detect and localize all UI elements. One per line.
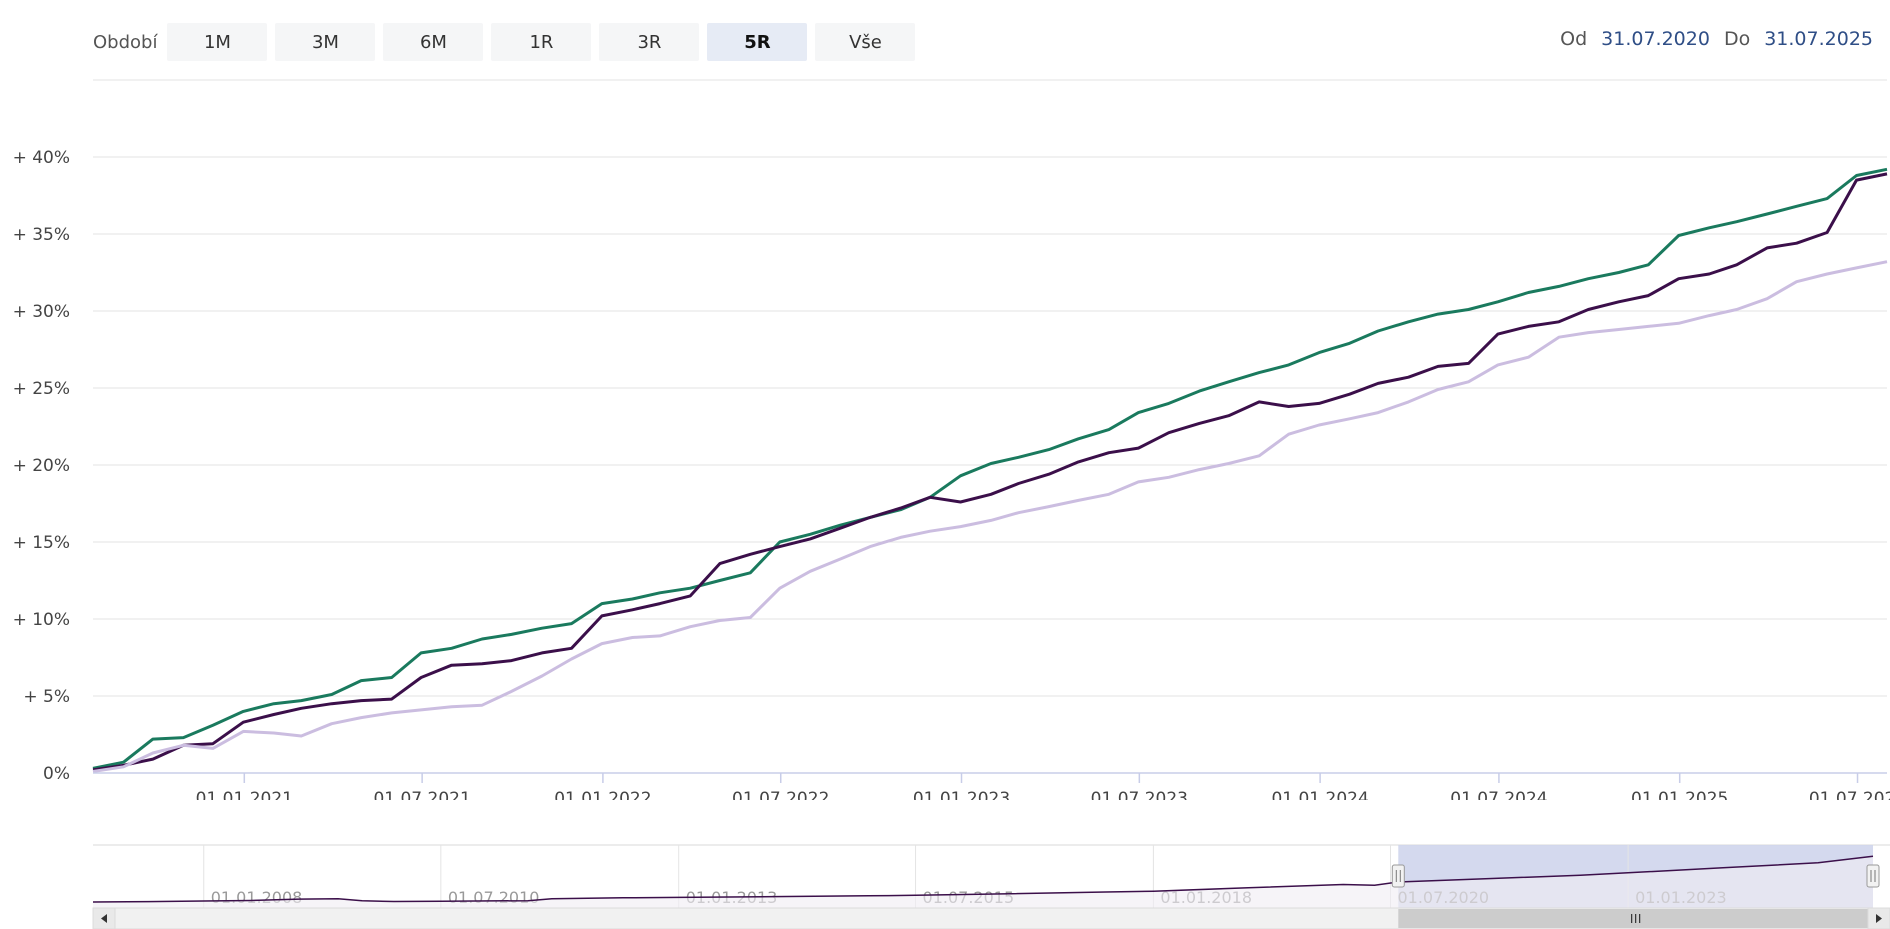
series-line-1	[92, 167, 1888, 770]
grid-lines	[93, 79, 1887, 697]
range-selector-label: Období	[93, 31, 158, 53]
from-date-label: Od	[1560, 28, 1588, 50]
date-range-inputs: Od 31.07.2020 Do 31.07.2025	[1560, 28, 1873, 50]
to-date-input[interactable]: 31.07.2025	[1764, 28, 1873, 50]
axes: 0% + 5% + 10% + 15% + 20% + 25% + 30% + 35% + 40…	[13, 148, 1890, 800]
range-button-5r[interactable]: 5R	[707, 23, 808, 61]
y-tick-label: + 5%	[23, 687, 70, 707]
x-tick-label: 01.07.2023	[1091, 789, 1188, 800]
x-tick-label: 01.01.2023	[913, 789, 1010, 800]
navigator-left-handle[interactable]	[1391, 864, 1405, 888]
y-tick-label: 0%	[43, 764, 70, 784]
x-tick-label: 01.07.2024	[1450, 789, 1547, 800]
range-button-6m[interactable]: 6M	[383, 23, 484, 61]
range-selector: Období 1M 3M 6M 1R 3R 5R Vše	[93, 23, 923, 61]
navigator-series-area	[93, 856, 1873, 908]
series-line-2	[92, 172, 1888, 772]
from-date-input[interactable]: 31.07.2020	[1601, 28, 1710, 50]
x-tick-label: 01.07.2025	[1809, 789, 1890, 800]
navigator-layer: 01.01.200801.07.201001.01.201301.07.2015…	[92, 844, 1890, 929]
x-tick-label: 01.07.2021	[373, 789, 470, 800]
x-tick-label: 01.01.2024	[1271, 789, 1368, 800]
scrollbar-left-arrow[interactable]	[92, 907, 116, 929]
navigator-right-handle[interactable]	[1866, 864, 1880, 888]
y-tick-label: + 30%	[13, 302, 70, 322]
navigator-series-line	[92, 855, 1874, 903]
main-chart: 0% + 5% + 10% + 15% + 20% + 25% + 30% + 35% + 40…	[13, 79, 1890, 800]
scrollbar-right-arrow[interactable]	[1867, 907, 1890, 929]
x-tick-label: 01.07.2022	[732, 789, 829, 800]
series-layer	[92, 167, 1888, 773]
y-tick-label: + 10%	[13, 610, 70, 630]
y-tick-label: + 40%	[13, 148, 70, 168]
y-tick-label: + 25%	[13, 379, 70, 399]
range-button-all[interactable]: Vše	[815, 23, 916, 61]
range-button-1r[interactable]: 1R	[491, 23, 592, 61]
range-button-1m[interactable]: 1M	[167, 23, 268, 61]
series-line-3	[92, 260, 1888, 773]
navigator-scrollbar[interactable]	[92, 907, 1890, 929]
y-tick-label: + 35%	[13, 225, 70, 245]
range-button-3r[interactable]: 3R	[599, 23, 700, 61]
y-tick-label: + 20%	[13, 456, 70, 476]
to-date-label: Do	[1723, 28, 1751, 50]
x-tick-label: 01.01.2022	[554, 789, 651, 800]
y-tick-label: + 15%	[13, 533, 70, 553]
range-button-3m[interactable]: 3M	[275, 23, 376, 61]
x-tick-label: 01.01.2025	[1631, 789, 1728, 800]
x-tick-label: 01.01.2021	[196, 789, 293, 800]
